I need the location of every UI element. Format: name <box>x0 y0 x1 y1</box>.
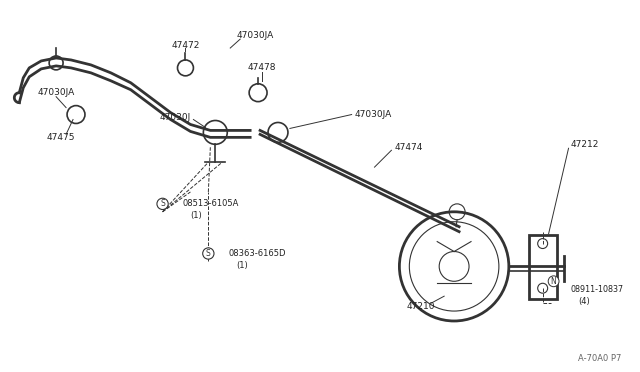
Text: 08911-10837: 08911-10837 <box>570 285 623 294</box>
Text: N: N <box>551 277 557 286</box>
Text: S: S <box>206 249 211 258</box>
Text: (1): (1) <box>191 211 202 220</box>
Text: A-70A0 P7: A-70A0 P7 <box>579 354 622 363</box>
Text: 08513-6105A: 08513-6105A <box>182 199 239 208</box>
Text: S: S <box>160 199 165 208</box>
Text: (1): (1) <box>236 261 248 270</box>
Text: 47030JA: 47030JA <box>237 31 274 40</box>
Text: 47472: 47472 <box>172 41 200 49</box>
Text: 47210: 47210 <box>407 302 436 311</box>
Text: 47475: 47475 <box>47 133 76 142</box>
Text: 47474: 47474 <box>394 143 423 152</box>
Text: 47212: 47212 <box>570 140 599 149</box>
Text: 08363-6165D: 08363-6165D <box>228 249 285 258</box>
Text: 47030JA: 47030JA <box>38 88 75 97</box>
Text: 47030J: 47030J <box>159 113 191 122</box>
Text: 47478: 47478 <box>248 63 276 73</box>
Text: (4): (4) <box>579 296 590 306</box>
Text: 47030JA: 47030JA <box>355 110 392 119</box>
